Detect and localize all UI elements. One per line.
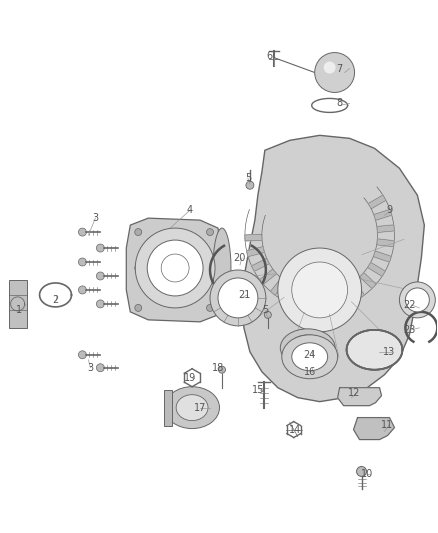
Circle shape — [135, 304, 142, 311]
Text: 1: 1 — [16, 305, 22, 315]
Text: 13: 13 — [383, 347, 396, 357]
Ellipse shape — [147, 240, 203, 296]
Circle shape — [219, 366, 226, 373]
Circle shape — [246, 181, 254, 189]
Ellipse shape — [406, 288, 429, 312]
Circle shape — [96, 300, 104, 308]
Polygon shape — [367, 262, 385, 276]
Polygon shape — [353, 417, 395, 440]
Text: 24: 24 — [304, 350, 316, 360]
Circle shape — [135, 264, 142, 271]
Text: 2: 2 — [53, 295, 59, 305]
Polygon shape — [360, 272, 376, 288]
Circle shape — [207, 229, 213, 236]
Circle shape — [278, 248, 361, 332]
Text: 18: 18 — [212, 363, 224, 373]
Text: 7: 7 — [336, 63, 343, 74]
Text: 12: 12 — [348, 387, 361, 398]
Ellipse shape — [346, 330, 403, 370]
Polygon shape — [374, 251, 392, 262]
Circle shape — [314, 53, 355, 92]
Circle shape — [135, 229, 142, 236]
Polygon shape — [338, 387, 381, 406]
Ellipse shape — [135, 228, 215, 308]
Circle shape — [357, 466, 367, 477]
Polygon shape — [314, 293, 321, 310]
Text: 15: 15 — [252, 385, 264, 394]
Text: 16: 16 — [304, 367, 316, 377]
Circle shape — [96, 272, 104, 280]
Polygon shape — [377, 239, 394, 247]
Text: 3: 3 — [87, 363, 93, 373]
Text: 21: 21 — [239, 290, 251, 300]
Bar — [9, 280, 27, 328]
Circle shape — [78, 258, 86, 266]
Polygon shape — [247, 247, 265, 256]
Ellipse shape — [176, 394, 208, 421]
Polygon shape — [374, 209, 392, 220]
Text: 17: 17 — [194, 402, 206, 413]
Text: 10: 10 — [361, 470, 374, 480]
Text: 22: 22 — [403, 300, 416, 310]
Circle shape — [324, 61, 336, 74]
Ellipse shape — [161, 254, 189, 282]
Polygon shape — [126, 218, 222, 322]
Text: 3: 3 — [92, 213, 99, 223]
Polygon shape — [283, 286, 297, 303]
Ellipse shape — [153, 246, 197, 290]
Circle shape — [292, 262, 348, 318]
Text: 11: 11 — [381, 419, 394, 430]
Ellipse shape — [282, 335, 338, 379]
Polygon shape — [350, 281, 364, 298]
Text: 6: 6 — [267, 51, 273, 61]
Circle shape — [265, 311, 271, 318]
Polygon shape — [242, 135, 424, 402]
Ellipse shape — [213, 228, 231, 308]
Circle shape — [207, 304, 213, 311]
Circle shape — [207, 264, 213, 271]
Polygon shape — [245, 235, 262, 241]
Polygon shape — [260, 269, 276, 285]
Circle shape — [96, 364, 104, 372]
Ellipse shape — [289, 335, 327, 361]
Polygon shape — [327, 292, 336, 309]
Polygon shape — [270, 278, 286, 295]
Ellipse shape — [399, 282, 435, 318]
Text: 20: 20 — [234, 253, 246, 263]
Polygon shape — [251, 259, 269, 271]
Circle shape — [78, 286, 86, 294]
Text: 4: 4 — [187, 205, 193, 215]
Polygon shape — [377, 225, 394, 232]
Ellipse shape — [165, 386, 219, 429]
Circle shape — [78, 228, 86, 236]
Ellipse shape — [210, 270, 266, 326]
Text: 19: 19 — [184, 373, 196, 383]
Ellipse shape — [280, 329, 335, 367]
Ellipse shape — [292, 343, 328, 371]
Text: 9: 9 — [386, 205, 392, 215]
Bar — [164, 390, 172, 425]
Text: 5: 5 — [262, 305, 268, 315]
Polygon shape — [339, 287, 351, 305]
Circle shape — [96, 244, 104, 252]
Text: 5: 5 — [245, 173, 251, 183]
Ellipse shape — [218, 278, 258, 318]
Text: 14: 14 — [289, 425, 301, 434]
Polygon shape — [298, 290, 308, 308]
Text: 8: 8 — [336, 99, 343, 108]
Circle shape — [78, 351, 86, 359]
Polygon shape — [368, 195, 386, 209]
Text: 23: 23 — [403, 325, 416, 335]
